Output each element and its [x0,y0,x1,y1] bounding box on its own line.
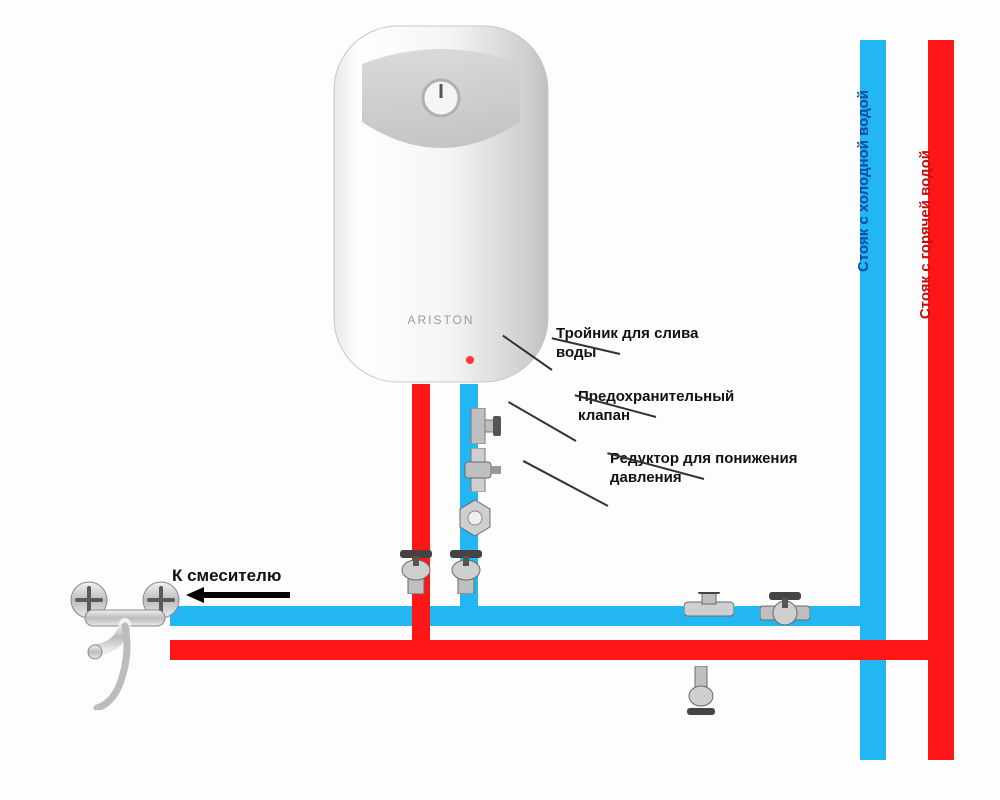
hot-outlet-stub [412,384,430,404]
label-reducer: Редуктор для понижения давления [610,450,797,488]
cold-inlet-stub [460,384,478,404]
ball-valve [760,592,810,632]
water-heater: ARISTON [332,24,550,384]
ball-valve [444,548,488,594]
arrow-to-mixer [186,585,290,605]
tee-drain [455,408,501,444]
diagram-stage: { "canvas": { "w": 1000, "h": 800, "bg":… [0,0,1000,800]
label-mixer: К смесителю [172,565,281,586]
drain-valve [684,666,718,716]
ball-valve [394,548,438,594]
label-hot-riser: Стояк с горячей водой [917,150,934,319]
leader-line [523,460,609,507]
cold-mixer-line [170,606,860,626]
safety-valve [455,448,501,492]
pressure-reducer [455,498,495,538]
inline-filter [684,592,734,626]
svg-text:ARISTON: ARISTON [407,313,474,327]
leader-line [508,401,577,442]
label-valve: Предохранительный клапан [578,388,734,426]
label-cold-riser: Стояк с холодной водой [855,90,872,272]
hot-outlet-pipe [412,404,430,658]
hot-mixer-line [170,640,954,660]
